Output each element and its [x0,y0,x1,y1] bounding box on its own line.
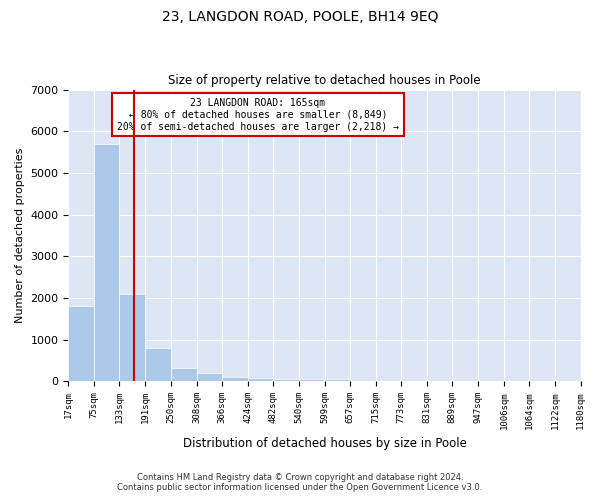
Text: 23 LANGDON ROAD: 165sqm
← 80% of detached houses are smaller (8,849)
20% of semi: 23 LANGDON ROAD: 165sqm ← 80% of detache… [117,98,399,132]
Text: Contains HM Land Registry data © Crown copyright and database right 2024.
Contai: Contains HM Land Registry data © Crown c… [118,473,482,492]
Bar [248,378,273,382]
Y-axis label: Number of detached properties: Number of detached properties [15,148,25,323]
Bar [119,294,145,382]
Text: 23, LANGDON ROAD, POOLE, BH14 9EQ: 23, LANGDON ROAD, POOLE, BH14 9EQ [162,10,438,24]
Bar [197,373,222,382]
Bar [68,306,94,382]
Bar [325,379,350,382]
Bar [222,376,248,382]
Bar [145,348,170,382]
Bar [171,368,197,382]
Bar [94,144,119,382]
Bar [273,379,299,382]
Title: Size of property relative to detached houses in Poole: Size of property relative to detached ho… [168,74,481,87]
X-axis label: Distribution of detached houses by size in Poole: Distribution of detached houses by size … [182,437,466,450]
Bar [299,379,324,382]
